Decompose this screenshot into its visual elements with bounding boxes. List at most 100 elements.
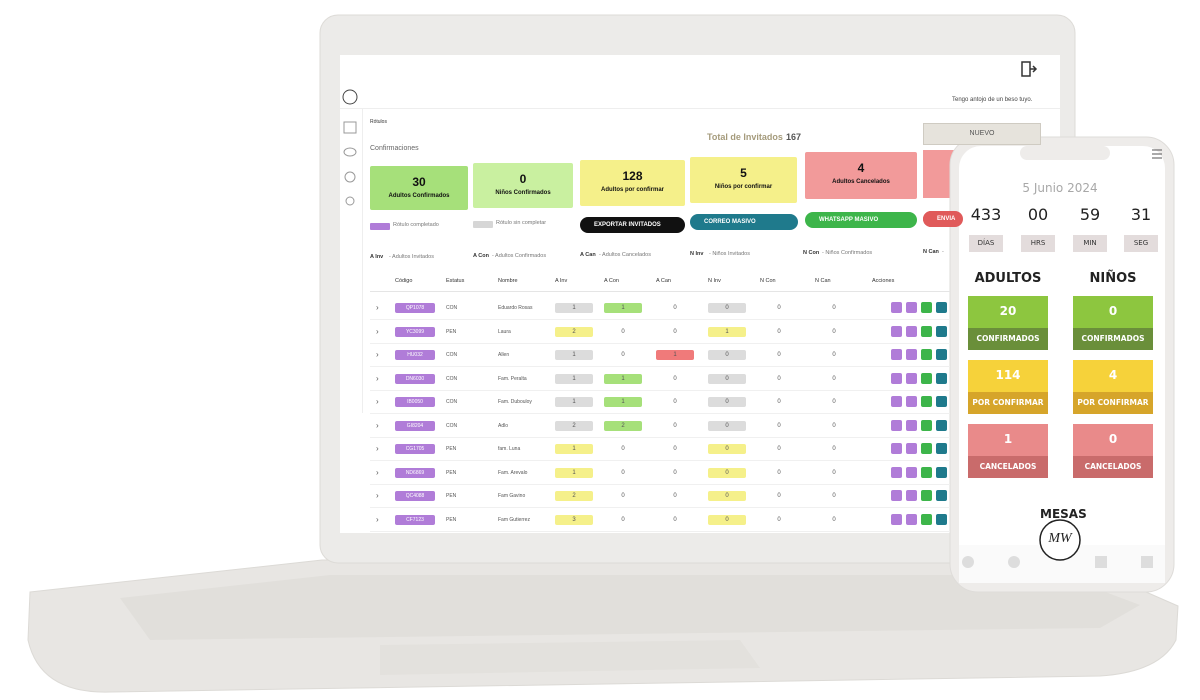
action-icon[interactable] <box>921 372 932 384</box>
countdown-unit: MIN <box>1073 235 1107 252</box>
button[interactable]: EXPORTAR INVITADOS <box>580 217 685 233</box>
action-icon[interactable] <box>936 302 947 313</box>
sidebar-icon[interactable] <box>343 147 357 157</box>
nav-icon[interactable] <box>1008 556 1020 568</box>
cell-pill: 1 <box>604 397 642 407</box>
section-title: MESAS <box>1040 507 1087 521</box>
action-icon[interactable] <box>906 325 917 337</box>
nav-icon[interactable] <box>1141 556 1153 568</box>
cell: 0 <box>832 328 836 335</box>
action-icon[interactable] <box>936 513 947 525</box>
action-icon[interactable] <box>921 513 932 525</box>
logo-icon <box>342 89 358 105</box>
new-button[interactable]: NUEVO <box>923 123 1041 145</box>
guest-name: Fam Gutierrez <box>498 516 530 523</box>
expand-arrow[interactable]: › <box>376 303 379 312</box>
legend-label: Rótulo sin completar <box>496 220 547 226</box>
action-icon[interactable] <box>891 466 902 478</box>
action-icon[interactable] <box>906 372 917 384</box>
action-icon[interactable] <box>936 490 947 501</box>
action-icon[interactable] <box>906 490 917 501</box>
action-icon[interactable] <box>921 419 932 431</box>
cell-pill: 0 <box>708 397 746 407</box>
action-icon[interactable] <box>891 372 902 384</box>
cell-pill: 2 <box>604 420 642 431</box>
action-icon[interactable] <box>891 443 902 454</box>
action-icon[interactable] <box>936 419 947 431</box>
card-label: Adultos por confirmar <box>600 187 664 193</box>
expand-arrow[interactable]: › <box>376 373 379 383</box>
action-icon[interactable] <box>921 302 932 313</box>
action-icon[interactable] <box>936 325 947 337</box>
cell-pill: 0 <box>708 444 746 454</box>
action-icon[interactable] <box>921 443 932 454</box>
action-icon[interactable] <box>921 396 932 407</box>
action-icon[interactable] <box>906 349 917 360</box>
cell: 0 <box>777 399 781 405</box>
abbr-meaning: - Adultos Cancelados <box>599 252 651 258</box>
action-icon[interactable] <box>891 349 902 360</box>
menu-icon[interactable] <box>1152 149 1162 159</box>
cell: 0 <box>673 469 677 476</box>
action-icon[interactable] <box>921 466 932 478</box>
sidebar-icon[interactable] <box>345 196 355 206</box>
guest-name: Laura <box>498 328 511 335</box>
cell: 0 <box>832 422 836 429</box>
row-rule <box>370 507 950 508</box>
stat-band <box>1073 328 1153 350</box>
logout-icon[interactable] <box>1021 61 1038 77</box>
action-icon[interactable] <box>891 325 902 337</box>
action-icon[interactable] <box>936 443 947 454</box>
expand-arrow[interactable]: › <box>376 514 379 524</box>
button[interactable]: ENVIA <box>923 211 963 227</box>
code-pill: DN6030 <box>395 373 435 384</box>
sidebar-icon[interactable] <box>343 121 357 134</box>
action-icon[interactable] <box>921 325 932 337</box>
action-icon[interactable] <box>891 490 902 501</box>
expand-arrow[interactable]: › <box>376 491 379 500</box>
expand-arrow[interactable]: › <box>376 467 379 477</box>
stat-band <box>1073 392 1153 414</box>
button[interactable]: CORREO MASIVO <box>690 214 798 230</box>
phone-notch <box>1020 146 1110 160</box>
stat-card <box>1073 360 1153 392</box>
action-icon[interactable] <box>936 466 947 478</box>
card-label: Niños Confirmados <box>495 190 551 196</box>
card <box>370 166 468 210</box>
action-icon[interactable] <box>906 419 917 431</box>
action-icon[interactable] <box>891 513 902 525</box>
action-icon[interactable] <box>906 513 917 525</box>
expand-arrow[interactable]: › <box>376 326 379 336</box>
status: CON <box>446 305 458 311</box>
code-pill: ND6869 <box>395 467 435 478</box>
stat-card <box>968 296 1048 328</box>
action-icon[interactable] <box>891 419 902 431</box>
action-icon[interactable] <box>936 372 947 384</box>
action-icon[interactable] <box>891 396 902 407</box>
expand-arrow[interactable]: › <box>376 420 379 430</box>
expand-arrow[interactable]: › <box>376 397 379 406</box>
cell: 0 <box>621 328 625 335</box>
action-icon[interactable] <box>921 490 932 501</box>
action-icon[interactable] <box>906 302 917 313</box>
abbr-meaning: - Adultos Confirmados <box>492 253 547 259</box>
code-pill: HU032 <box>395 350 435 360</box>
action-icon[interactable] <box>906 466 917 478</box>
expand-arrow[interactable]: › <box>376 350 379 359</box>
sidebar-icon[interactable] <box>344 171 356 183</box>
action-icon[interactable] <box>936 349 947 360</box>
action-icon[interactable] <box>891 302 902 313</box>
action-icon[interactable] <box>906 443 917 454</box>
card-label: Adultos Cancelados <box>832 179 890 185</box>
breadcrumb: Rótulos <box>370 119 387 125</box>
action-icon[interactable] <box>936 396 947 407</box>
guest-name: Fam. Peralta <box>498 375 527 382</box>
expand-arrow[interactable]: › <box>376 444 379 453</box>
nav-icon[interactable] <box>962 556 974 568</box>
nav-icon[interactable] <box>1095 556 1107 568</box>
action-icon[interactable] <box>906 396 917 407</box>
cell: 0 <box>621 446 625 452</box>
button[interactable]: WHATSAPP MASIVO <box>805 212 917 228</box>
action-icon[interactable] <box>921 349 932 360</box>
